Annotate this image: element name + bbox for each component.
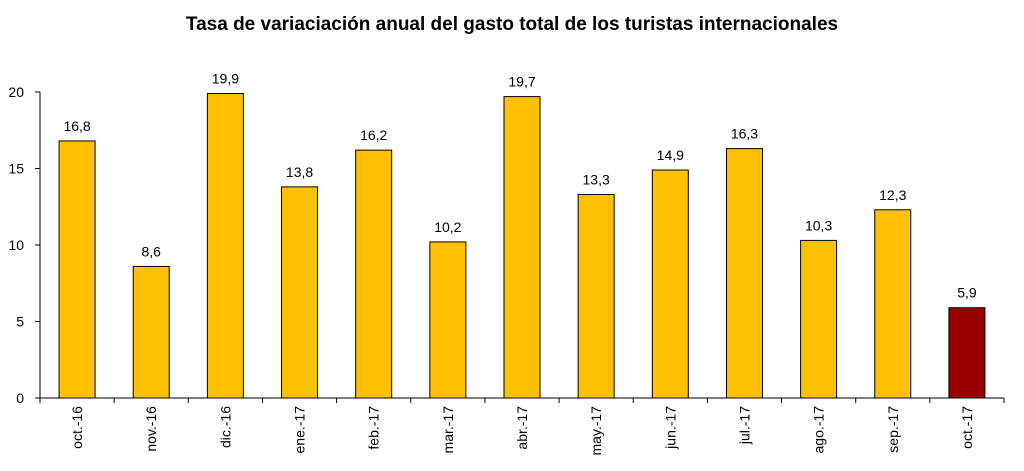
- data-label: 16,2: [360, 127, 387, 143]
- bar-jul-17: [725, 148, 763, 399]
- data-label: 12,3: [879, 187, 906, 203]
- x-tick-label: sep.-17: [885, 406, 901, 453]
- x-tick-label: abr.-17: [514, 406, 530, 450]
- y-tick-label: 15: [8, 161, 24, 177]
- data-label: 10,2: [434, 219, 461, 235]
- bar-ago-17: [800, 239, 838, 399]
- y-tick-label: 20: [8, 84, 24, 100]
- data-labels-group: 16,8 8,6 19,9 13,8 16,2 10,2 19,7 13,3 14,9 16,3 1…: [63, 71, 976, 301]
- x-tick-label: oct.-16: [69, 406, 85, 449]
- bar-dic-16: [206, 93, 244, 399]
- chart-title: Tasa de variaciación anual del gasto tot…: [185, 14, 839, 35]
- x-tick-label: jul.-17: [736, 406, 752, 445]
- y-tick-label: 5: [16, 314, 24, 330]
- bars-group: [58, 93, 986, 399]
- x-tick-label: dic.-16: [217, 406, 233, 448]
- data-label: 13,8: [286, 164, 313, 180]
- bar-abr-17: [503, 96, 541, 399]
- bar-sep-17: [874, 209, 912, 399]
- bar-jun-17: [651, 169, 689, 399]
- x-tick-label: jun.-17: [662, 406, 678, 450]
- x-tick-label: mar.-17: [440, 406, 456, 454]
- x-tick-label: feb.-17: [366, 406, 382, 450]
- bar-nov-16: [132, 265, 170, 399]
- bar-oct-16: [58, 140, 96, 399]
- x-tick-label: ene.-17: [292, 406, 308, 454]
- x-axis: oct.-16 nov.-16 dic.-16 ene.-17 feb.-17 mar.-…: [39, 397, 1005, 456]
- x-tick-label: may.-17: [588, 406, 604, 456]
- bar-may-17: [577, 194, 615, 399]
- data-label: 19,7: [508, 74, 535, 90]
- bar-ene-17: [281, 186, 319, 399]
- data-label: 19,9: [212, 71, 239, 87]
- bar-feb-17: [355, 149, 393, 399]
- bar-mar-17: [429, 241, 467, 399]
- data-label: 8,6: [141, 243, 161, 259]
- x-tick-label: oct.-17: [959, 406, 975, 449]
- bar-oct-17: [948, 307, 986, 399]
- data-label: 5,9: [957, 285, 977, 301]
- y-axis: 0 5 10 15 20: [8, 84, 41, 406]
- data-label: 14,9: [657, 147, 684, 163]
- x-tick-label: nov.-16: [143, 406, 159, 452]
- data-label: 16,3: [731, 126, 758, 142]
- data-label: 13,3: [583, 172, 610, 188]
- data-label: 16,8: [63, 118, 90, 134]
- y-tick-label: 0: [16, 390, 24, 406]
- y-tick-label: 10: [8, 237, 24, 253]
- x-tick-label: ago.-17: [811, 406, 827, 454]
- data-label: 10,3: [805, 217, 832, 233]
